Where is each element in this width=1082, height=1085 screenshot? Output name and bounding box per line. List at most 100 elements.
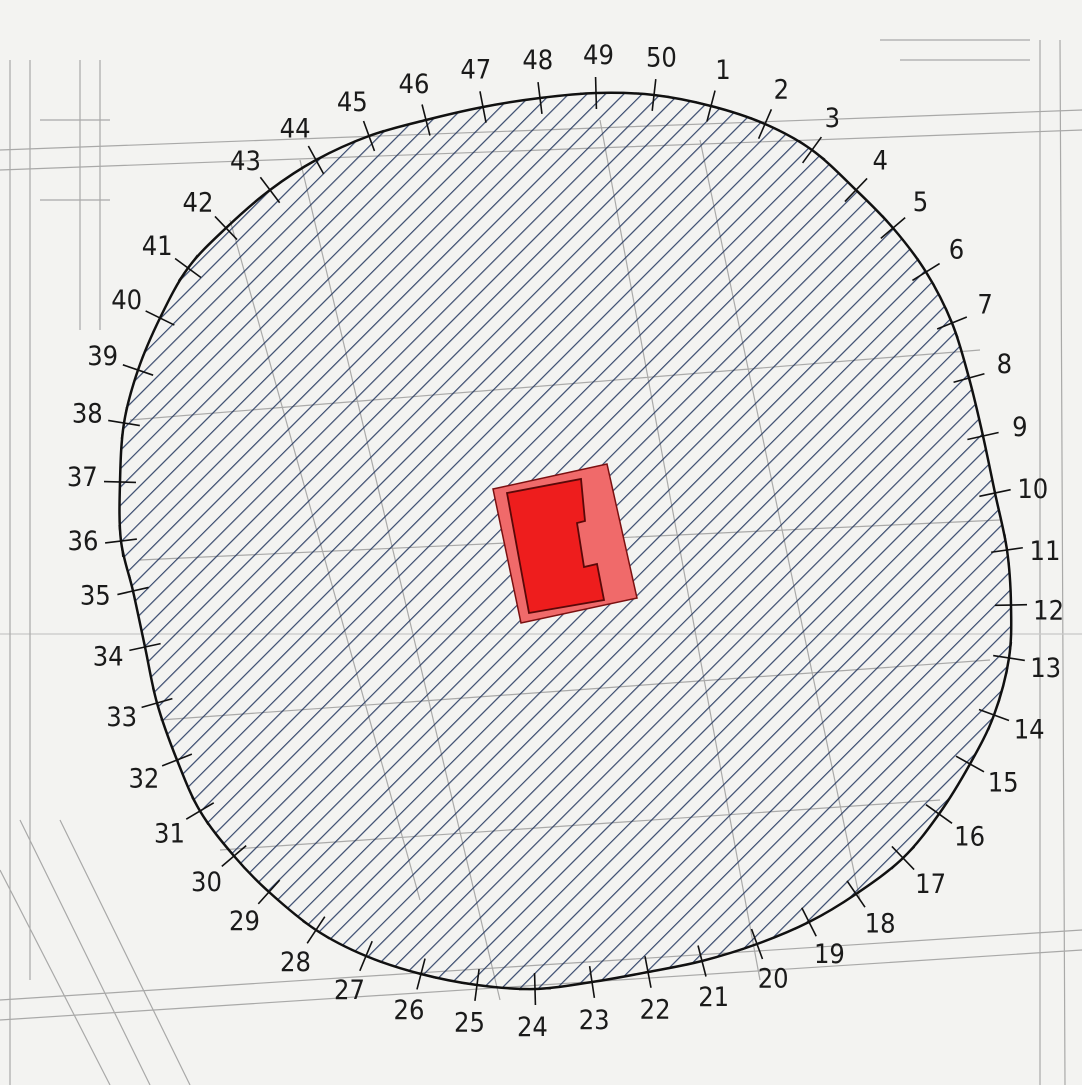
boundary-point-label: 27 bbox=[334, 975, 365, 1006]
boundary-tick bbox=[638, 79, 670, 111]
boundary-point-label: 5 bbox=[913, 187, 928, 218]
boundary-tick bbox=[524, 82, 556, 114]
boundary-tick bbox=[890, 845, 916, 871]
boundary-point-label: 29 bbox=[229, 906, 260, 937]
boundary-point-label: 22 bbox=[640, 994, 671, 1025]
boundary-tick bbox=[798, 136, 826, 164]
boundary-point-label: 12 bbox=[1033, 596, 1064, 627]
boundary-tick bbox=[794, 907, 824, 937]
building-inner-footprint bbox=[505, 477, 606, 615]
boundary-tick bbox=[911, 257, 941, 287]
boundary-tick bbox=[105, 525, 137, 557]
boundary-tick bbox=[750, 109, 780, 139]
boundary-point-label: 43 bbox=[230, 146, 261, 177]
boundary-point-label: 1 bbox=[715, 55, 730, 86]
boundary-point-label: 49 bbox=[583, 40, 614, 71]
boundary-tick bbox=[991, 534, 1023, 566]
boundary-point-label: 16 bbox=[954, 822, 985, 853]
boundary-tick bbox=[967, 420, 999, 452]
boundary-tick bbox=[925, 800, 953, 828]
boundary-tick bbox=[955, 749, 985, 779]
boundary-point-label: 34 bbox=[93, 641, 124, 672]
boundary-tick bbox=[145, 303, 175, 333]
boundary-tick bbox=[518, 972, 552, 1006]
boundary-point-label: 33 bbox=[106, 702, 137, 733]
road-left bbox=[0, 819, 191, 1085]
boundary-point-label: 45 bbox=[337, 87, 368, 118]
boundary-point-label: 2 bbox=[774, 75, 789, 106]
boundary-tick bbox=[632, 956, 664, 988]
boundary-tick bbox=[129, 631, 161, 663]
boundary-tick bbox=[461, 969, 493, 1001]
boundary-point-label: 30 bbox=[191, 867, 222, 898]
boundary-tick bbox=[256, 879, 282, 905]
boundary-point-label: 23 bbox=[579, 1005, 610, 1036]
boundary-point-label: 7 bbox=[977, 289, 992, 320]
boundary-tick bbox=[117, 575, 149, 607]
boundary-tick bbox=[994, 588, 1028, 622]
boundary-tick bbox=[686, 945, 718, 977]
boundary-tick bbox=[122, 354, 154, 386]
boundary-tick bbox=[467, 91, 499, 123]
boundary-point-label: 32 bbox=[128, 764, 159, 795]
boundary-tick bbox=[174, 254, 202, 282]
boundary-labels: 1234567891011121314151617181920212223242… bbox=[67, 40, 1064, 1043]
boundary-ticks bbox=[103, 76, 1028, 1006]
boundary-tick bbox=[161, 744, 193, 776]
boundary-point-label: 6 bbox=[949, 234, 964, 265]
boundary-tick bbox=[579, 76, 613, 110]
boundary-point-label: 14 bbox=[1014, 714, 1045, 745]
boundary-tick bbox=[741, 928, 773, 960]
boundary-point-label: 4 bbox=[872, 146, 887, 177]
boundary-point-label: 36 bbox=[68, 526, 99, 557]
boundary-point-label: 35 bbox=[80, 580, 111, 611]
boundary-point-label: 15 bbox=[988, 767, 1019, 798]
boundary-point-label: 41 bbox=[142, 231, 173, 262]
boundary-tick bbox=[405, 958, 437, 990]
boundary-point-label: 24 bbox=[517, 1012, 548, 1043]
boundary-point-label: 10 bbox=[1017, 474, 1048, 505]
boundary-point-label: 8 bbox=[997, 349, 1012, 380]
boundary-point-label: 9 bbox=[1012, 412, 1027, 443]
boundary-tick bbox=[301, 145, 331, 175]
boundary-tick bbox=[185, 796, 215, 826]
boundary-tick bbox=[108, 407, 140, 439]
boundary-point-label: 19 bbox=[814, 939, 845, 970]
boundary-tick bbox=[353, 120, 385, 152]
boundary-tick bbox=[213, 215, 239, 241]
boundary-point-label: 38 bbox=[72, 398, 103, 429]
boundary-point-label: 28 bbox=[280, 947, 311, 978]
boundary-point-label: 17 bbox=[915, 869, 946, 900]
boundary-tick bbox=[993, 642, 1025, 674]
boundary-point-label: 39 bbox=[87, 341, 118, 372]
boundary-point-label: 48 bbox=[522, 45, 553, 76]
boundary-tick bbox=[576, 966, 608, 998]
boundary-point-label: 31 bbox=[154, 819, 185, 850]
boundary-tick bbox=[350, 940, 382, 972]
boundary-point-label: 11 bbox=[1030, 536, 1061, 567]
boundary-tick bbox=[979, 477, 1011, 509]
boundary-tick bbox=[221, 843, 247, 869]
boundary-point-label: 25 bbox=[454, 1007, 485, 1038]
boundary-point-label: 18 bbox=[865, 908, 896, 939]
boundary-point-label: 37 bbox=[67, 462, 98, 493]
boundary-point-label: 47 bbox=[460, 55, 491, 86]
boundary-tick bbox=[936, 307, 968, 339]
boundary-tick bbox=[302, 916, 330, 944]
boundary-point-label: 21 bbox=[698, 982, 729, 1013]
boundary-tick bbox=[843, 177, 869, 203]
boundary-tick bbox=[103, 465, 137, 499]
boundary-tick bbox=[880, 215, 906, 241]
boundary-point-label: 46 bbox=[399, 69, 430, 100]
road-right bbox=[1039, 39, 1066, 1085]
building bbox=[492, 463, 638, 624]
boundary-point-label: 42 bbox=[183, 187, 214, 218]
boundary-tick bbox=[953, 362, 985, 394]
boundary-point-label: 50 bbox=[646, 43, 677, 74]
boundary-point-label: 44 bbox=[280, 113, 311, 144]
boundary-tick bbox=[978, 699, 1010, 731]
boundary-tick bbox=[141, 687, 173, 719]
boundary-point-label: 20 bbox=[758, 963, 789, 994]
